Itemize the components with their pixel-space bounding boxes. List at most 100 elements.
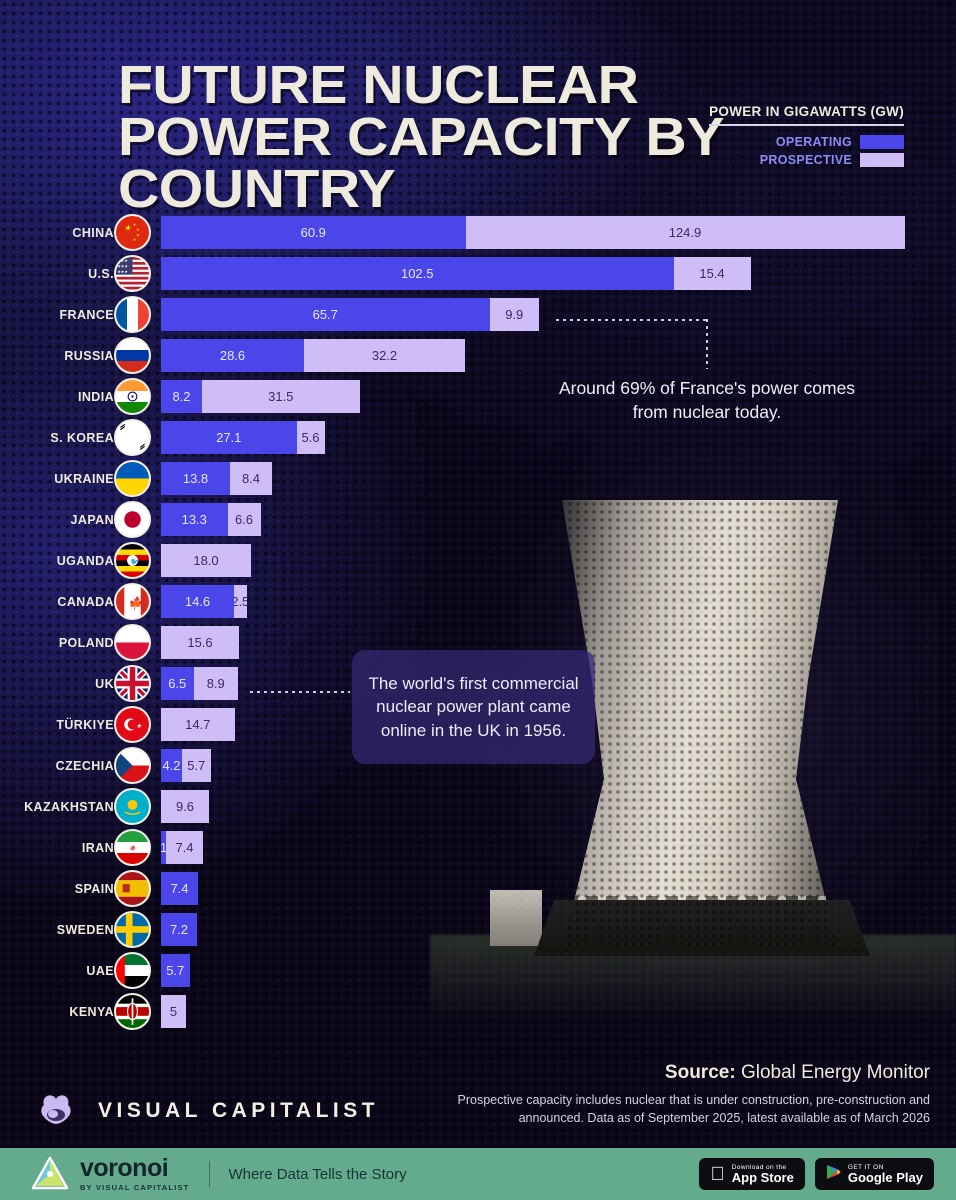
- country-label: FRANCE: [59, 307, 114, 322]
- bar-value-prospective: 5: [169, 1004, 178, 1019]
- bar-value-prospective: 8.9: [206, 676, 225, 691]
- country-label: JAPAN: [70, 512, 114, 527]
- svg-text:★: ★: [136, 233, 140, 237]
- bar-segment-operating: 60.9: [161, 216, 466, 249]
- svg-text:★: ★: [133, 238, 137, 242]
- bar-segment-operating: 13.3: [161, 503, 228, 536]
- legend-label-prospective: PROSPECTIVE: [759, 153, 852, 167]
- country-label: UKRAINE: [54, 471, 114, 486]
- flag-icon-pl: [114, 624, 151, 661]
- flag-icon-fr: [114, 296, 151, 333]
- bar-value-operating: 5.7: [166, 963, 185, 978]
- bar-value-operating: 8.2: [172, 389, 191, 404]
- flag-icon-jp: [114, 501, 151, 538]
- voronoi-wordmark: voronoi BY VISUAL CAPITALIST: [80, 1154, 189, 1193]
- bar-value-operating: 14.6: [184, 594, 211, 609]
- bar-group: 8.2 31.5: [161, 380, 360, 413]
- bar-segment-operating: 4.2: [161, 749, 182, 782]
- bar-value-prospective: 7.4: [175, 840, 194, 855]
- bar-segment-operating: 14.6: [161, 585, 234, 618]
- chart-row: RUSSIA 28.6 32.2: [0, 337, 956, 380]
- voronoi-logo-icon: [30, 1156, 70, 1192]
- country-label: CHINA: [72, 225, 114, 240]
- bar-value-prospective: 14.7: [185, 717, 211, 732]
- bar-segment-prospective: 5.6: [296, 421, 325, 454]
- source-block: Source: Global Energy Monitor Prospectiv…: [410, 1062, 930, 1127]
- bar-segment-prospective: 7.4: [166, 831, 203, 864]
- svg-text:🍁: 🍁: [128, 596, 145, 610]
- country-label: SPAIN: [74, 881, 114, 896]
- country-label: KAZAKHSTAN: [24, 799, 114, 814]
- chart-row: TÜRKIYE ★ 14.7: [0, 706, 956, 749]
- chart-row: CANADA 🍁 14.6 2.5: [0, 583, 956, 626]
- flag-icon-ir: ☸: [114, 829, 151, 866]
- bar-group: 4.2 5.7: [161, 749, 211, 782]
- country-label: CANADA: [57, 594, 114, 609]
- bar-value-prospective: 9.9: [505, 307, 524, 322]
- chart-row: KENYA 5: [0, 993, 956, 1036]
- flag-icon-ug: 🐦: [114, 542, 151, 579]
- bar-segment-operating: 8.2: [161, 380, 202, 413]
- bar-group: 65.7 9.9: [161, 298, 539, 331]
- bar-segment-prospective: 14.7: [161, 708, 235, 741]
- legend-title: POWER IN GIGAWATTS (GW): [709, 104, 904, 119]
- bar-group: 18.0: [161, 544, 251, 577]
- legend: POWER IN GIGAWATTS (GW) OPERATING PROSPE…: [709, 104, 904, 171]
- bar-value-prospective: 5.6: [301, 430, 320, 445]
- chart-row: KAZAKHSTAN 9.6: [0, 788, 956, 831]
- flag-icon-us: ★★★ ★★★ ★★★: [114, 255, 151, 292]
- source-label: Source:: [664, 1062, 736, 1083]
- bar-group: 15.6: [161, 626, 239, 659]
- bar-group: 14.6 2.5: [161, 585, 247, 618]
- svg-text:★: ★: [136, 228, 140, 232]
- bar-segment-operating: 1: [161, 831, 166, 864]
- bar-segment-prospective: 31.5: [202, 380, 360, 413]
- bar-group: 5.7: [161, 954, 190, 987]
- bar-segment-prospective: 6.6: [227, 503, 261, 536]
- chart-row: JAPAN 13.3 6.6: [0, 501, 956, 544]
- bar-segment-prospective: 32.2: [304, 339, 465, 372]
- bar-value-prospective: 15.6: [187, 635, 213, 650]
- voronoi-name: voronoi: [80, 1154, 169, 1182]
- bar-value-prospective: 32.2: [371, 348, 398, 363]
- voronoi-tagline: Where Data Tells the Story: [228, 1165, 407, 1183]
- google-play-button[interactable]: GET IT ON Google Play: [814, 1158, 934, 1190]
- svg-text:★: ★: [124, 223, 132, 232]
- chart-row: FRANCE 65.7 9.9: [0, 296, 956, 339]
- bar-segment-operating: 13.8: [161, 462, 230, 495]
- bar-group: 7.2: [161, 913, 197, 946]
- flag-icon-ae: [114, 952, 151, 989]
- bar-segment-prospective: 2.5: [234, 585, 247, 618]
- bar-segment-prospective: 124.9: [465, 216, 905, 249]
- bar-value-operating: 13.3: [181, 512, 207, 527]
- country-label: UGANDA: [56, 553, 114, 568]
- bar-value-prospective: 124.9: [668, 225, 702, 240]
- bar-segment-prospective: 8.4: [230, 462, 272, 495]
- svg-text:★★★: ★★★: [117, 264, 128, 268]
- bar-value-prospective: 15.4: [699, 266, 725, 281]
- footer-divider: [209, 1161, 211, 1187]
- bar-group: 6.5 8.9: [161, 667, 238, 700]
- flag-icon-kr: [114, 419, 151, 456]
- bar-segment-operating: 65.7: [161, 298, 490, 331]
- google-play-small-label: GET IT ON: [847, 1163, 884, 1171]
- app-store-button[interactable]:  Download on the App Store: [699, 1158, 805, 1190]
- visual-capitalist-logo-icon: [34, 1091, 82, 1131]
- france-callout-leader-vertical: [706, 319, 708, 369]
- country-label: INDIA: [77, 389, 114, 404]
- bar-value-prospective: 9.6: [175, 799, 195, 814]
- bar-group: 13.3 6.6: [161, 503, 261, 536]
- chart-row: SPAIN 7.4: [0, 870, 956, 913]
- visual-capitalist-name: VISUAL CAPITALIST: [98, 1099, 380, 1122]
- bar-value-prospective: 18.0: [193, 553, 219, 568]
- flag-icon-se: [114, 911, 151, 948]
- chart-row: INDIA 8.2 31.5: [0, 378, 956, 421]
- bar-value-operating: 13.8: [182, 471, 209, 486]
- svg-text:🐦: 🐦: [130, 558, 140, 566]
- legend-divider: [709, 124, 904, 126]
- chart-row: UAE 5.7: [0, 952, 956, 995]
- chart-row: UGANDA 🐦 18.0: [0, 542, 956, 585]
- bar-value-operating: 1: [161, 840, 166, 855]
- voronoi-footer: voronoi BY VISUAL CAPITALIST Where Data …: [0, 1148, 956, 1200]
- flag-icon-cn: ★ ★ ★ ★ ★: [114, 214, 151, 251]
